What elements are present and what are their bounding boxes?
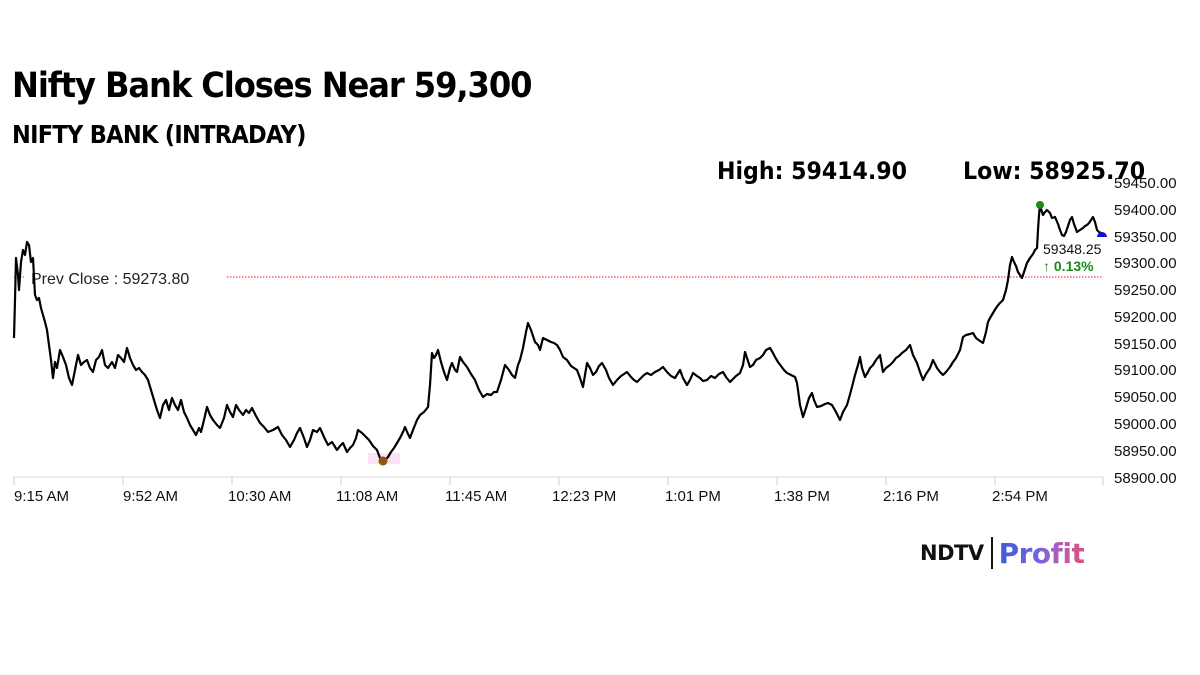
y-tick-label: 59300.00 (1114, 255, 1177, 272)
x-tick-label: 9:15 AM (14, 488, 69, 505)
x-tick-label: 2:16 PM (883, 488, 939, 505)
y-tick-label: 59400.00 (1114, 202, 1177, 219)
logo-separator (990, 537, 993, 569)
price-line (12, 203, 1104, 464)
x-tick-label: 11:08 AM (336, 488, 398, 505)
x-tick-label: 11:45 AM (445, 488, 507, 505)
logo-brand: NDTV (920, 541, 984, 565)
chart-headline: Nifty Bank Closes Near 59,300 (12, 66, 533, 106)
logo-product: Profit (998, 536, 1085, 570)
low-marker (378, 456, 388, 466)
y-tick-label: 59200.00 (1114, 309, 1177, 326)
last-price-label: 59348.25 (1043, 241, 1102, 257)
y-axis-labels: 59450.00 59400.00 59350.00 59300.00 5925… (1114, 175, 1177, 487)
y-tick-label: 59250.00 (1114, 282, 1177, 299)
y-tick-label: 59350.00 (1114, 229, 1177, 246)
day-high-label: High: 59414.90 (717, 157, 908, 185)
prev-close-label-bg (24, 266, 227, 288)
y-tick-label: 59000.00 (1114, 416, 1177, 433)
x-axis-ticks (13, 477, 1104, 485)
x-tick-label: 1:01 PM (665, 488, 721, 505)
y-tick-label: 59050.00 (1114, 389, 1177, 406)
y-tick-label: 59450.00 (1114, 175, 1177, 192)
ndtv-profit-logo: NDTV Profit (920, 533, 1085, 573)
x-tick-label: 1:38 PM (774, 488, 830, 505)
day-low-label: Low: 58925.70 (963, 157, 1146, 185)
x-tick-label: 12:23 PM (552, 488, 616, 505)
last-price-marker (1097, 232, 1107, 237)
high-marker (1036, 201, 1044, 209)
y-tick-label: 58950.00 (1114, 443, 1177, 460)
x-tick-label: 2:54 PM (992, 488, 1048, 505)
x-tick-label: 9:52 AM (123, 488, 178, 505)
change-percent-label: ↑ 0.13% (1043, 258, 1094, 274)
y-tick-label: 58900.00 (1114, 470, 1177, 487)
y-tick-label: 59100.00 (1114, 362, 1177, 379)
chart-subtitle: NIFTY BANK (INTRADAY) (12, 120, 306, 149)
x-axis-labels: 9:15 AM 9:52 AM 10:30 AM 11:08 AM 11:45 … (14, 488, 1048, 505)
y-tick-label: 59150.00 (1114, 336, 1177, 353)
x-tick-label: 10:30 AM (228, 488, 291, 505)
prev-close-label: Prev Close : 59273.80 (31, 271, 189, 288)
